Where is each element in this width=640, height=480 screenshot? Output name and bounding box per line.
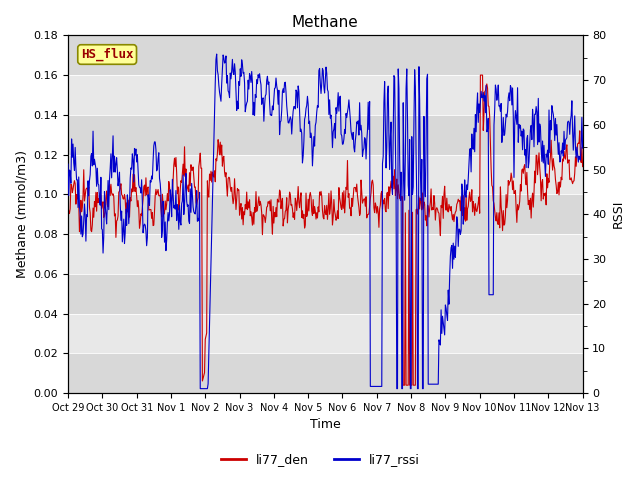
li77_den <box>399 382 407 388</box>
li77_rssi <box>369 384 376 389</box>
li77_rssi <box>319 66 326 72</box>
li77_rssi <box>200 386 207 392</box>
Text: HS_flux: HS_flux <box>81 48 133 61</box>
Legend: li77_den, li77_rssi: li77_den, li77_rssi <box>216 448 424 471</box>
Y-axis label: Methane (mmol/m3): Methane (mmol/m3) <box>15 150 28 278</box>
Y-axis label: RSSI: RSSI <box>612 200 625 228</box>
li77_den <box>317 189 325 194</box>
li77_rssi <box>64 161 72 167</box>
Bar <box>68 36 582 75</box>
Line: li77_rssi: li77_rssi <box>68 54 582 389</box>
li77_den <box>64 219 72 225</box>
li77_rssi <box>419 386 427 392</box>
li77_rssi <box>177 222 185 228</box>
li77_den <box>367 190 375 196</box>
li77_den <box>199 375 207 381</box>
li77_rssi <box>579 145 586 151</box>
li77_rssi <box>533 109 541 115</box>
li77_den <box>177 178 185 183</box>
li77_den <box>579 164 586 169</box>
Bar <box>68 274 582 313</box>
li77_den <box>477 72 484 78</box>
Title: Methane: Methane <box>292 15 358 30</box>
li77_den <box>419 190 426 196</box>
Line: li77_den: li77_den <box>68 75 582 385</box>
li77_rssi <box>196 386 204 392</box>
li77_rssi <box>213 51 221 57</box>
Bar <box>68 353 582 393</box>
Bar <box>68 194 582 234</box>
li77_den <box>533 153 541 158</box>
Bar <box>68 115 582 155</box>
X-axis label: Time: Time <box>310 419 340 432</box>
